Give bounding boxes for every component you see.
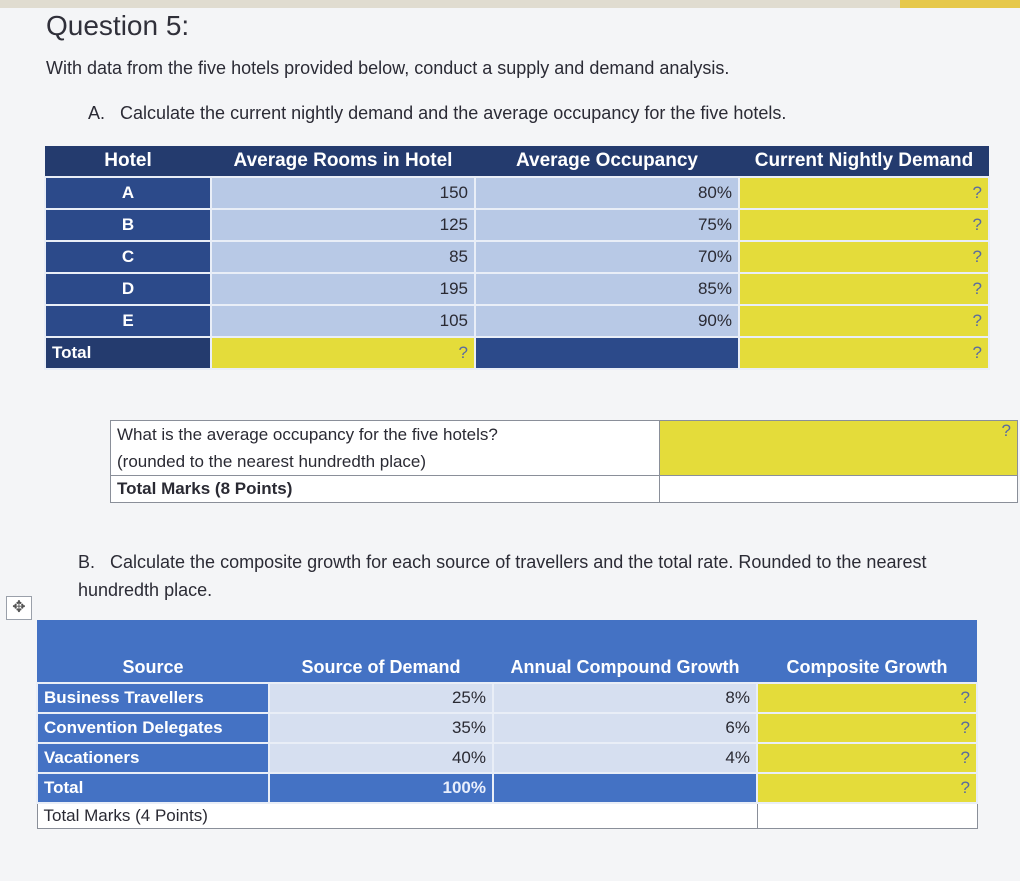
header-annual-compound-growth: Annual Compound Growth — [493, 620, 757, 683]
header-average-rooms: Average Rooms in Hotel — [211, 146, 475, 177]
move-arrows-icon[interactable]: ✥ — [6, 596, 32, 620]
header-source-of-demand: Source of Demand — [269, 620, 493, 683]
total-row: Total 100% ? — [36, 772, 978, 804]
hotel-cell[interactable]: B — [44, 208, 212, 242]
table-row: Business Travellers 25% 8% ? — [36, 682, 978, 714]
header-source: Source — [37, 620, 269, 683]
table-row: B 125 75% ? — [44, 208, 990, 242]
table-row: E 105 90% ? — [44, 304, 990, 338]
table-row: What is the average occupancy for the fi… — [110, 420, 1018, 476]
total-occupancy-cell[interactable] — [474, 336, 740, 370]
annual-growth-cell[interactable]: 8% — [492, 682, 758, 714]
total-label[interactable]: Total — [44, 336, 212, 370]
composite-growth-cell[interactable]: ? — [756, 742, 978, 774]
question-line-2: (rounded to the nearest hundredth place) — [117, 452, 427, 471]
source-of-demand-cell[interactable]: 35% — [268, 712, 494, 744]
occupancy-cell[interactable]: 85% — [474, 272, 740, 306]
table-row: Convention Delegates 35% 6% ? — [36, 712, 978, 744]
top-edge — [0, 0, 1020, 8]
question-line-1: What is the average occupancy for the fi… — [117, 425, 498, 444]
occupancy-cell[interactable]: 80% — [474, 176, 740, 210]
table-row: D 195 85% ? — [44, 272, 990, 306]
occupancy-cell[interactable]: 75% — [474, 208, 740, 242]
hotel-cell[interactable]: D — [44, 272, 212, 306]
source-of-demand-cell[interactable]: 40% — [268, 742, 494, 774]
hotel-cell[interactable]: E — [44, 304, 212, 338]
composite-growth-table: Source Source of Demand Annual Compound … — [36, 620, 978, 829]
table-row: Total Marks (4 Points) — [36, 802, 978, 829]
table-row: Vacationers 40% 4% ? — [36, 742, 978, 774]
header-current-nightly-demand: Current Nightly Demand — [739, 146, 989, 177]
rooms-cell[interactable]: 195 — [210, 272, 476, 306]
average-occupancy-answer[interactable]: ? — [659, 420, 1018, 476]
demand-cell[interactable]: ? — [738, 272, 990, 306]
blank-cell[interactable] — [659, 475, 1018, 503]
table-row: A 150 80% ? — [44, 176, 990, 210]
source-cell[interactable]: Vacationers — [36, 742, 270, 774]
header-hotel: Hotel — [45, 146, 211, 177]
annual-growth-cell[interactable]: 6% — [492, 712, 758, 744]
source-of-demand-cell[interactable]: 25% — [268, 682, 494, 714]
table-row: Total Marks (8 Points) — [110, 475, 1018, 503]
rooms-cell[interactable]: 85 — [210, 240, 476, 274]
occupancy-cell[interactable]: 90% — [474, 304, 740, 338]
demand-cell[interactable]: ? — [738, 208, 990, 242]
rooms-cell[interactable]: 125 — [210, 208, 476, 242]
rooms-cell[interactable]: 150 — [210, 176, 476, 210]
part-a-label: A. — [88, 103, 106, 123]
part-b-label: B. — [78, 552, 96, 572]
average-occupancy-table: What is the average occupancy for the fi… — [110, 420, 1018, 503]
demand-cell[interactable]: ? — [738, 176, 990, 210]
total-demand-cell[interactable]: ? — [738, 336, 990, 370]
demand-cell[interactable]: ? — [738, 304, 990, 338]
source-cell[interactable]: Business Travellers — [36, 682, 270, 714]
table-header-row: Source Source of Demand Annual Compound … — [37, 620, 977, 683]
total-composite-cell[interactable]: ? — [756, 772, 978, 804]
annual-growth-cell[interactable]: 4% — [492, 742, 758, 774]
question-title: Question 5: — [46, 10, 190, 41]
rooms-cell[interactable]: 105 — [210, 304, 476, 338]
source-cell[interactable]: Convention Delegates — [36, 712, 270, 744]
total-rooms-cell[interactable]: ? — [210, 336, 476, 370]
part-a-text: Calculate the current nightly demand and… — [120, 103, 787, 123]
total-marks-b[interactable]: Total Marks (4 Points) — [36, 802, 758, 829]
hotel-cell[interactable]: A — [44, 176, 212, 210]
composite-growth-cell[interactable]: ? — [756, 682, 978, 714]
total-row: Total ? ? — [44, 336, 990, 370]
total-label[interactable]: Total — [36, 772, 270, 804]
total-demand-cell[interactable]: 100% — [268, 772, 494, 804]
table-header-row: Hotel Average Rooms in Hotel Average Occ… — [45, 146, 989, 177]
header-average-occupancy: Average Occupancy — [475, 146, 739, 177]
top-edge-highlight — [900, 0, 1020, 8]
average-occupancy-question[interactable]: What is the average occupancy for the fi… — [110, 420, 660, 476]
occupancy-cell[interactable]: 70% — [474, 240, 740, 274]
hotel-demand-table: Hotel Average Rooms in Hotel Average Occ… — [44, 146, 990, 370]
total-marks-a[interactable]: Total Marks (8 Points) — [110, 475, 660, 503]
hotel-cell[interactable]: C — [44, 240, 212, 274]
part-b-heading: B. Calculate the composite growth for eac… — [78, 548, 1008, 604]
demand-cell[interactable]: ? — [738, 240, 990, 274]
blank-cell[interactable] — [756, 802, 978, 829]
header-composite-growth: Composite Growth — [757, 620, 977, 683]
question-intro: With data from the five hotels provided … — [46, 58, 730, 78]
part-b-text: Calculate the composite growth for each … — [78, 552, 927, 600]
part-a-heading: A. Calculate the current nightly demand a… — [88, 103, 786, 124]
table-row: C 85 70% ? — [44, 240, 990, 274]
total-growth-cell[interactable] — [492, 772, 758, 804]
composite-growth-cell[interactable]: ? — [756, 712, 978, 744]
